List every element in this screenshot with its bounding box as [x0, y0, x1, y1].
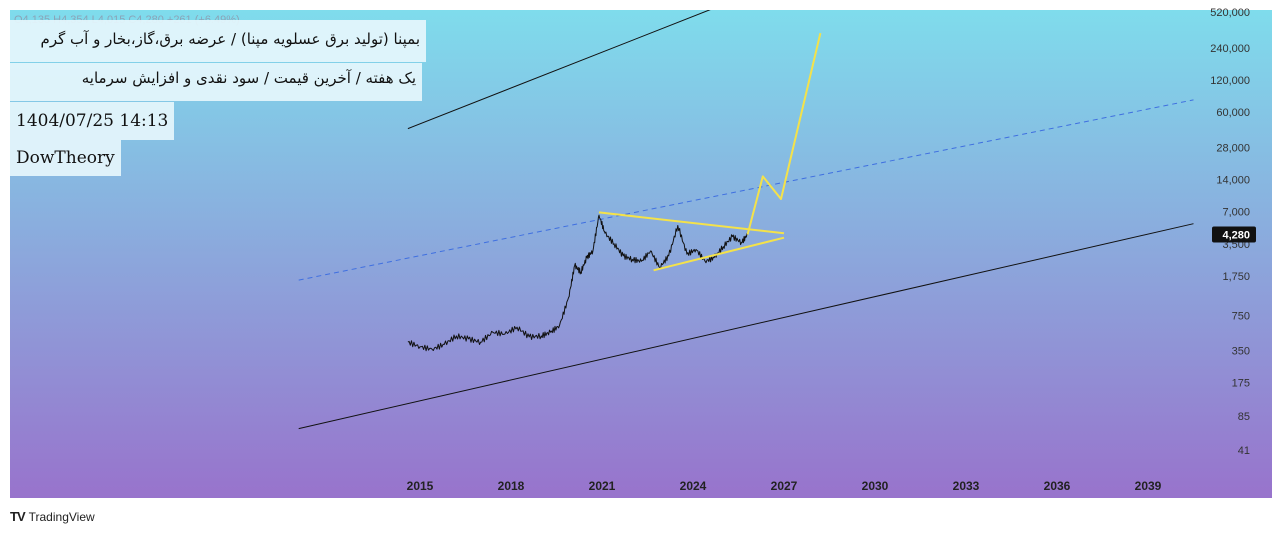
channel-upper-line [407, 10, 711, 130]
channel-lower-line [298, 223, 1194, 430]
timeframe-subtitle: یک هفته / آخرین قیمت / سود نقدی و افزایش… [10, 63, 422, 101]
x-tick-label: 2039 [1135, 479, 1162, 493]
x-tick-label: 2021 [589, 479, 616, 493]
y-tick-label: 520,000 [1210, 7, 1250, 19]
y-tick-label: 240,000 [1210, 43, 1250, 55]
tradingview-logo[interactable]: TV TradingView [10, 509, 95, 524]
x-tick-label: 2033 [953, 479, 980, 493]
triangle-lower-line [653, 236, 785, 272]
x-tick-label: 2030 [862, 479, 889, 493]
last-price-label: 4,280 [1222, 230, 1250, 242]
y-tick-label: 7,000 [1222, 207, 1250, 219]
triangle-upper-line [598, 211, 785, 235]
datetime-label: 1404/07/25 14:13 [10, 102, 175, 140]
tradingview-brand: TradingView [28, 509, 95, 524]
x-tick-label: 2018 [498, 479, 525, 493]
y-tick-label: 41 [1238, 445, 1250, 457]
x-tick-label: 2024 [680, 479, 707, 493]
y-tick-label: 120,000 [1210, 75, 1250, 87]
channel-mid-dashed-line [298, 99, 1194, 281]
y-tick-label: 175 [1232, 378, 1250, 390]
tradingview-icon: TV [10, 509, 26, 524]
y-tick-label: 60,000 [1216, 107, 1250, 119]
x-tick-label: 2036 [1044, 479, 1071, 493]
y-tick-label: 85 [1238, 411, 1250, 423]
x-tick-label: 2027 [771, 479, 798, 493]
y-tick-label: 14,000 [1216, 175, 1250, 187]
y-tick-label: 350 [1232, 346, 1250, 358]
y-tick-label: 750 [1232, 310, 1250, 322]
price-series-line [407, 214, 749, 352]
x-tick-label: 2015 [407, 479, 434, 493]
symbol-title: بمپنا (تولید برق عسلویه مپنا) / عرضه برق… [10, 20, 426, 62]
author-label: DowTheory [10, 140, 121, 176]
y-tick-label: 1,750 [1222, 271, 1250, 283]
projection-path-line [746, 32, 822, 235]
last-price-badge [1212, 226, 1256, 243]
y-tick-label: 28,000 [1216, 142, 1250, 154]
